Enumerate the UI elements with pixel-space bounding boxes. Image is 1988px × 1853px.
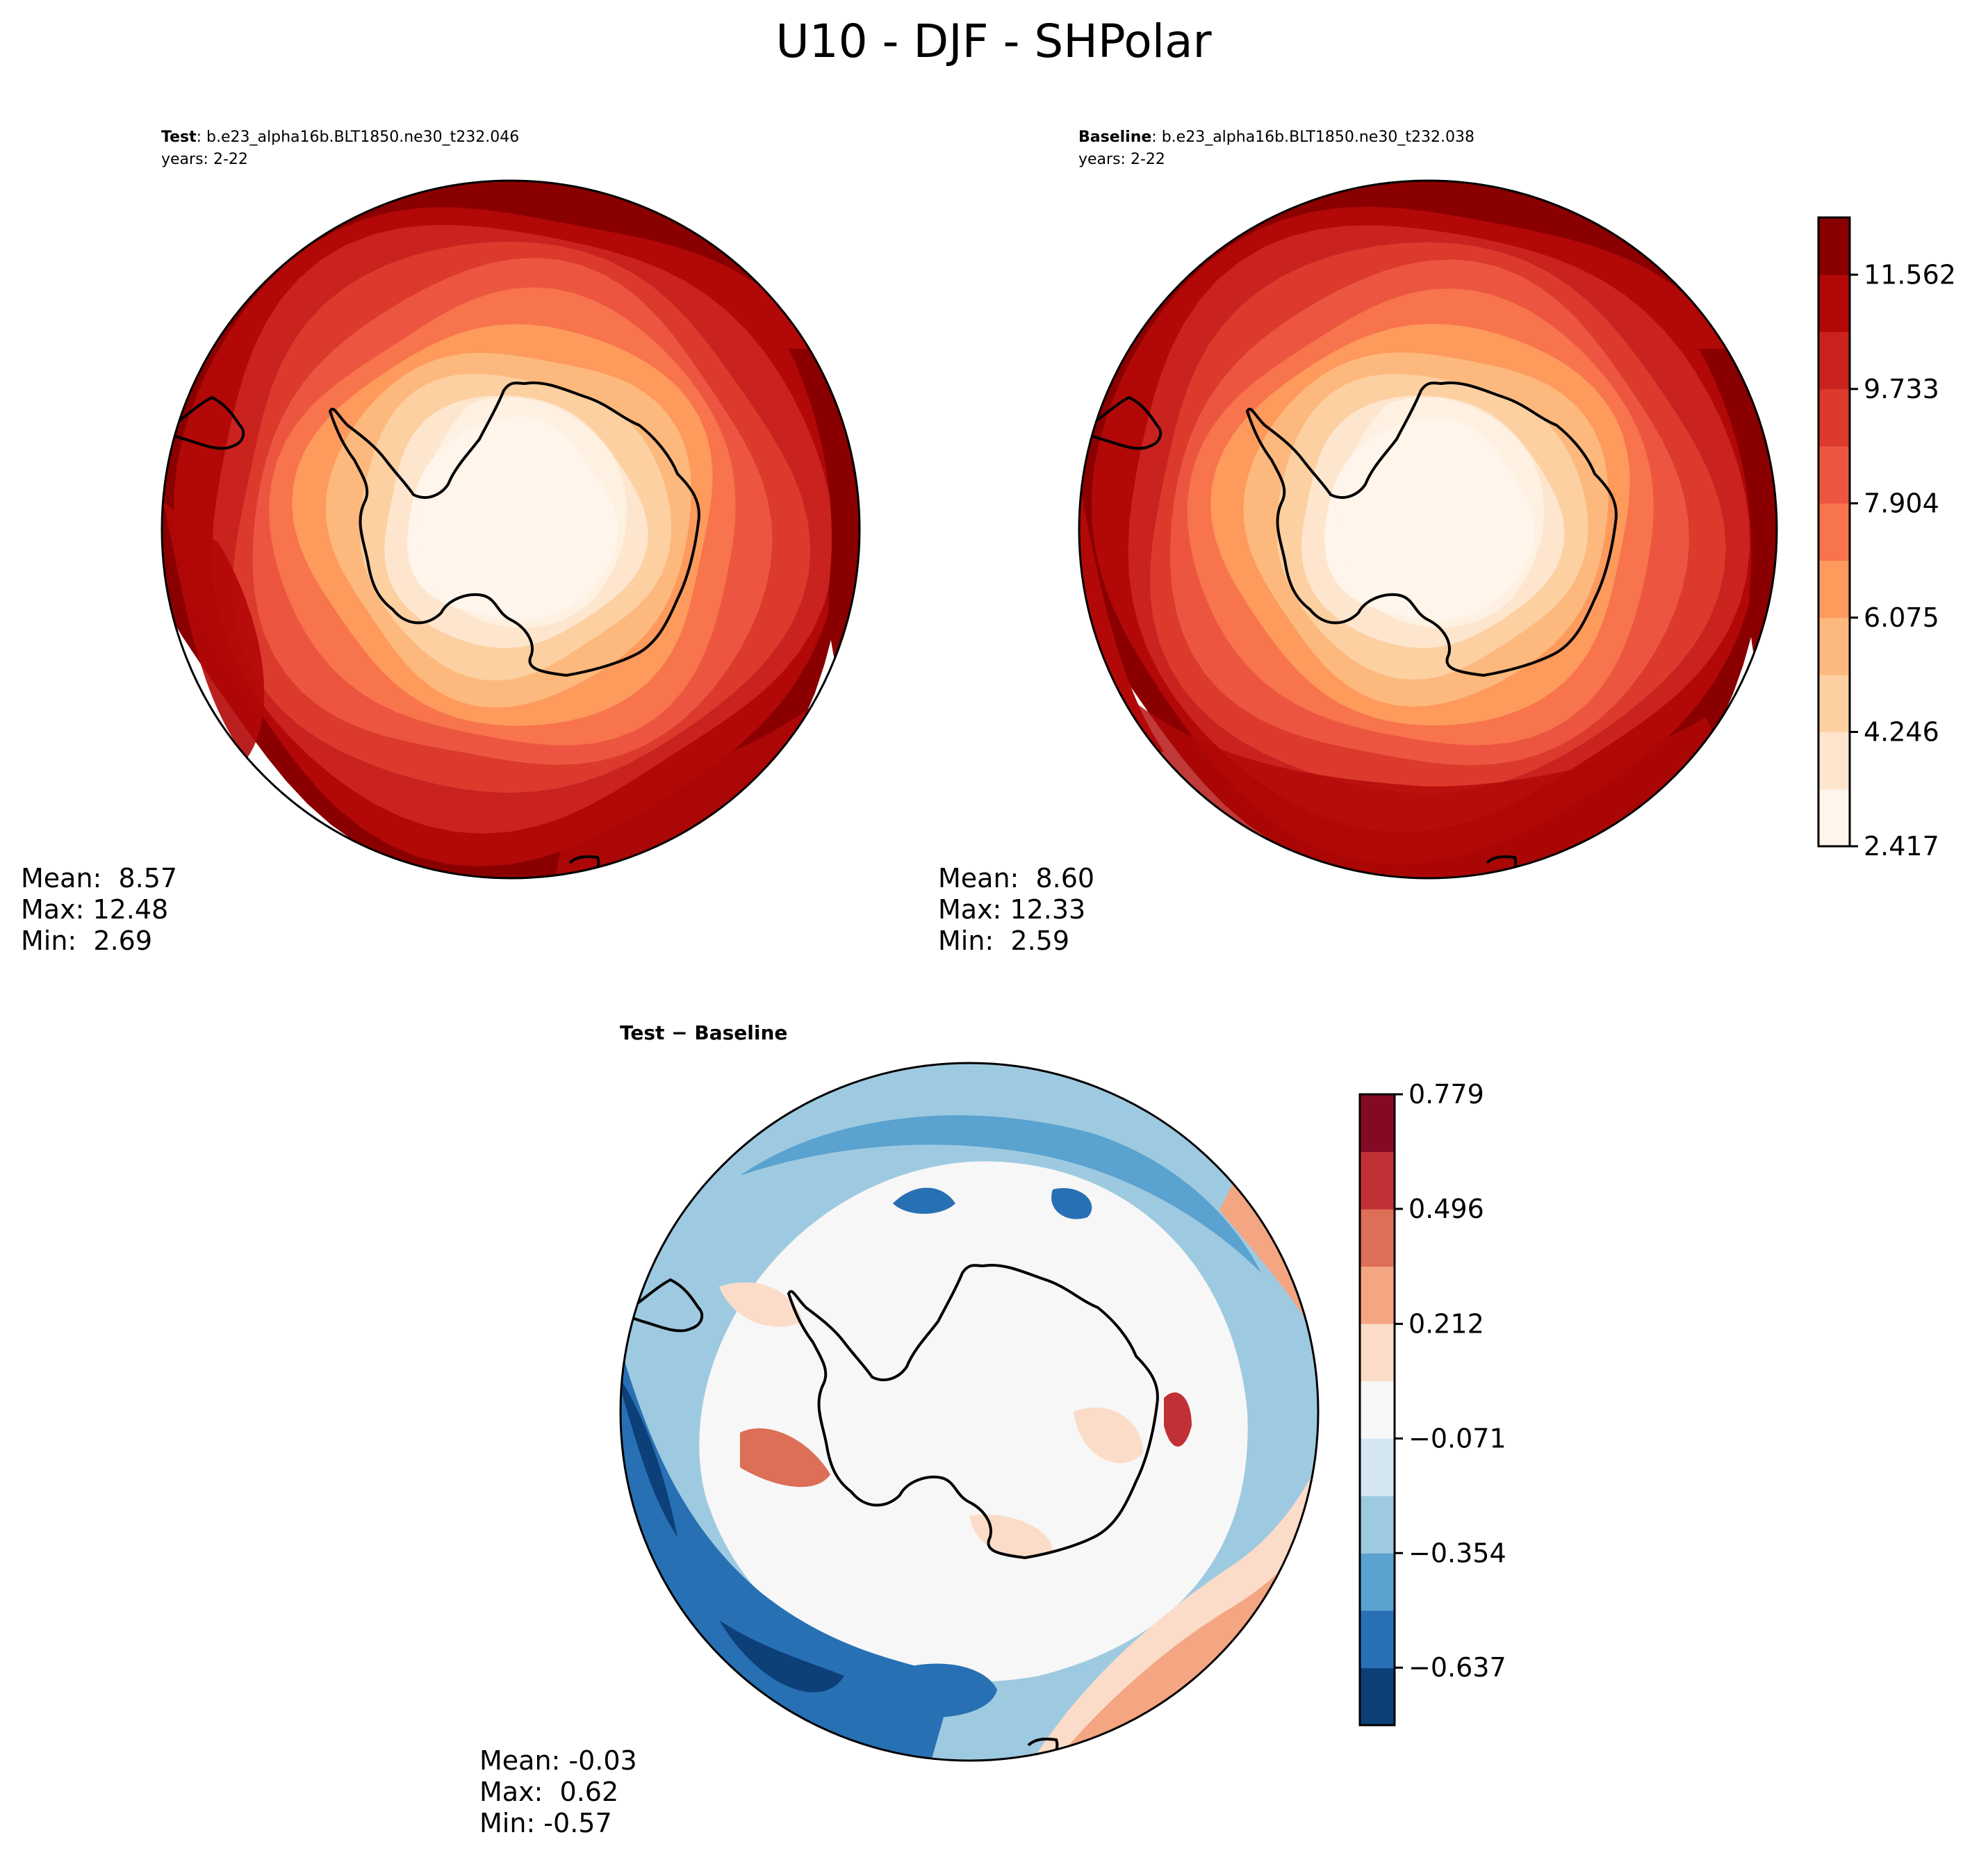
diff-colorbar-segment-6	[1360, 1324, 1395, 1382]
test-antarctica-coastline	[328, 381, 700, 677]
baseline-colorbar-segment-0	[1818, 789, 1850, 847]
diff-stat-min: Min: -0.57	[479, 1808, 612, 1838]
panel-difference: Test − Baseline	[479, 1021, 1506, 1838]
baseline-colorbar-tick-label-0: 2.417	[1864, 831, 1939, 862]
baseline-colorbar-segment-7	[1818, 388, 1850, 447]
diff-very-negative-south	[719, 1620, 844, 1693]
baseline-title-rest: : b.e23_alpha16b.BLT1850.ne30_t232.038	[1151, 129, 1474, 146]
diff-colorbar-segment-2	[1360, 1553, 1395, 1611]
baseline-colorbar-segment-2	[1818, 675, 1850, 732]
diff-colorbar-segment-9	[1360, 1151, 1395, 1210]
diff-colorbar-tick-label-1: −0.354	[1408, 1538, 1506, 1568]
test-title-rest: : b.e23_alpha16b.BLT1850.ne30_t232.046	[197, 129, 520, 146]
test-stat-min: Min: 2.69	[21, 925, 152, 956]
diff-colorbar-tick-label-5: 0.779	[1408, 1079, 1484, 1110]
baseline-colorbar-segment-5	[1818, 503, 1850, 561]
diff-colorbar-segment-3	[1360, 1495, 1395, 1554]
diff-positive-west-patch	[740, 1428, 830, 1488]
baseline-colorbar-frame	[1817, 216, 1851, 848]
test-map	[161, 179, 861, 880]
baseline-colorbar-segment-3	[1818, 617, 1850, 675]
diff-colorbar-tick-label-3: 0.212	[1408, 1308, 1484, 1339]
baseline-map	[1078, 179, 1778, 880]
baseline-colorbar-tick-label-5: 11.562	[1864, 259, 1956, 290]
diff-colorbar-segment-4	[1360, 1438, 1395, 1497]
diff-colorbar-segment-1	[1360, 1610, 1395, 1668]
test-panel-title: Test: b.e23_alpha16b.BLT1850.ne30_t232.0…	[161, 129, 519, 146]
diff-stat-mean: Mean: -0.03	[479, 1745, 637, 1776]
diff-colorbar-frame	[1358, 1093, 1396, 1727]
diff-positive-east-patch	[1164, 1392, 1192, 1447]
baseline-colorbar-segment-4	[1818, 560, 1850, 618]
diff-colorbar-tick-label-2: −0.071	[1408, 1423, 1506, 1453]
diff-peninsula-coast	[621, 1278, 704, 1333]
diff-negative-ring	[621, 1063, 1318, 1761]
baseline-ice-plateau	[1336, 397, 1544, 628]
diff-map	[619, 1062, 1320, 1762]
baseline-colorbar-segment-1	[1818, 732, 1850, 790]
baseline-years: years: 2-22	[1078, 151, 1165, 168]
baseline-map-boundary	[1078, 179, 1778, 880]
diff-positive-east-arc	[1219, 1183, 1318, 1342]
diff-background	[621, 1063, 1318, 1761]
diff-colorbar-tick-label-4: 0.496	[1408, 1194, 1484, 1224]
baseline-stat-min: Min: 2.59	[938, 925, 1069, 956]
baseline-colorbar-tick-label-1: 4.246	[1864, 716, 1939, 747]
baseline-colorbar-tick-label-3: 7.904	[1864, 488, 1939, 518]
baseline-colorbar-tick-label-4: 9.733	[1864, 374, 1939, 404]
diff-colorbar-segment-7	[1360, 1266, 1395, 1324]
test-stats: Mean: 8.57 Max: 12.48 Min: 2.69	[21, 863, 177, 956]
diff-stats: Mean: -0.03 Max: 0.62 Min: -0.57	[479, 1745, 637, 1838]
test-stat-max: Max: 12.48	[21, 894, 168, 925]
diff-antarctica-coastline	[787, 1264, 1159, 1560]
baseline-colorbar-segment-9	[1818, 274, 1850, 333]
diff-stat-max: Max: 0.62	[479, 1777, 618, 1807]
diff-colorbar-segment-0	[1360, 1667, 1395, 1726]
baseline-contour-fill	[1079, 181, 1777, 878]
diff-colorbar-tick-label-0: −0.637	[1408, 1652, 1506, 1683]
test-title-bold: Test	[161, 129, 197, 146]
panel-test: Test: b.e23_alpha16b.BLT1850.ne30_t232.0…	[21, 129, 861, 956]
baseline-colorbar-tick-label-2: 6.075	[1864, 602, 1939, 633]
test-ocean-west	[163, 502, 265, 759]
baseline-panel-title: Baseline: b.e23_alpha16b.BLT1850.ne30_t2…	[1078, 129, 1474, 146]
panel-baseline: Baseline: b.e23_alpha16b.BLT1850.ne30_t2…	[938, 129, 1956, 956]
test-ice-plateau	[419, 397, 627, 628]
test-peninsula-coast	[162, 395, 245, 450]
diff-colorbar-segment-8	[1360, 1209, 1395, 1267]
diff-blue-north-spots	[893, 1187, 1092, 1219]
diff-blue-north-arc	[740, 1115, 1261, 1273]
figure-title: U10 - DJF - SHPolar	[775, 15, 1212, 68]
baseline-colorbar-segment-6	[1818, 446, 1850, 504]
diff-colorbar-segment-10	[1360, 1094, 1395, 1153]
baseline-stat-max: Max: 12.33	[938, 894, 1085, 925]
test-years: years: 2-22	[161, 151, 248, 168]
diff-colorbar: −0.637 −0.354 −0.071 0.212 0.496 0.779	[1358, 1079, 1506, 1727]
diff-panel-title: Test − Baseline	[620, 1021, 787, 1044]
diff-blue-south-blob	[879, 1663, 997, 1718]
baseline-highwind-north	[1386, 181, 1525, 203]
diff-very-negative-west	[621, 1370, 677, 1537]
diff-colorbar-segment-5	[1360, 1381, 1395, 1439]
baseline-peninsula-coast	[1079, 395, 1163, 450]
baseline-colorbar-segment-10	[1818, 217, 1850, 275]
test-stat-mean: Mean: 8.57	[21, 863, 177, 893]
diff-positive-light-patches	[719, 1282, 1143, 1556]
baseline-stats: Mean: 8.60 Max: 12.33 Min: 2.59	[938, 863, 1094, 956]
baseline-colorbar: 2.417 4.246 6.075 7.904 9.733 11.562	[1817, 216, 1956, 862]
diff-map-boundary	[619, 1062, 1320, 1762]
baseline-antarctica-coastline	[1245, 381, 1618, 677]
baseline-title-bold: Baseline	[1078, 129, 1151, 146]
baseline-stat-mean: Mean: 8.60	[938, 863, 1094, 893]
baseline-colorbar-segment-8	[1818, 331, 1850, 390]
test-map-boundary	[161, 179, 861, 880]
